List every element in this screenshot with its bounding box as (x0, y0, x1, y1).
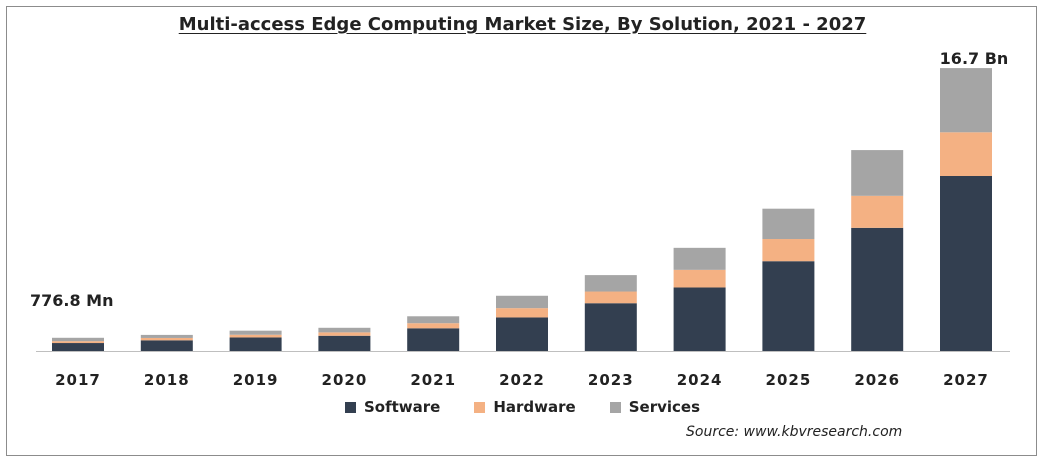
source-note: Source: www.kbvresearch.com (686, 424, 903, 440)
bar-hardware-2026 (851, 195, 904, 228)
bar-services-2027 (940, 68, 992, 133)
bar-software-2022 (496, 317, 548, 351)
bar-services-2021 (407, 316, 460, 324)
bar-services-2026 (851, 150, 904, 196)
annotation-2027: 16.7 Bn (940, 49, 1009, 68)
bar-software-2020 (318, 335, 371, 351)
chart-title-text: Multi-access Edge Computing Market Size,… (178, 14, 867, 35)
bar-hardware-2020 (318, 332, 371, 336)
bar-hardware-2027 (940, 132, 992, 176)
legend-item-hardware: Hardware (474, 398, 576, 416)
bar-software-2025 (762, 261, 815, 351)
bar-hardware-2018 (140, 337, 193, 341)
annotations: 776.8 Mn 16.7 Bn (30, 49, 1008, 310)
bar-hardware-2025 (762, 239, 815, 262)
legend: Software Hardware Services (0, 398, 1045, 416)
x-tick-2024: 2024 (677, 371, 723, 389)
bar-services-2024 (673, 247, 726, 270)
annotation-2017: 776.8 Mn (30, 291, 114, 310)
x-tick-2018: 2018 (144, 371, 190, 389)
bar-software-2021 (407, 328, 460, 351)
x-tick-2021: 2021 (410, 371, 456, 389)
bar-software-2017 (52, 343, 104, 351)
legend-swatch-software (344, 401, 356, 413)
bars-layer (52, 68, 992, 351)
bar-hardware-2019 (229, 334, 282, 338)
bar-hardware-2022 (496, 308, 548, 318)
legend-swatch-hardware (474, 401, 486, 413)
x-tick-2027: 2027 (943, 371, 989, 389)
bar-software-2023 (584, 303, 637, 351)
bar-hardware-2023 (584, 291, 637, 304)
legend-label-hardware: Hardware (493, 398, 576, 416)
x-tick-2025: 2025 (766, 371, 812, 389)
legend-label-services: Services (628, 398, 701, 416)
bar-services-2020 (318, 327, 371, 333)
bar-software-2024 (673, 287, 726, 351)
bar-software-2026 (851, 227, 904, 351)
bar-hardware-2021 (407, 323, 460, 329)
chart-title: Multi-access Edge Computing Market Size,… (0, 14, 1045, 35)
x-tick-2020: 2020 (322, 371, 368, 389)
legend-item-software: Software (344, 398, 441, 416)
x-tick-2017: 2017 (55, 371, 101, 389)
legend-label-software: Software (363, 398, 441, 416)
legend-swatch-services (609, 401, 621, 413)
bar-services-2018 (140, 334, 193, 338)
bar-services-2019 (229, 330, 282, 335)
x-tick-2026: 2026 (854, 371, 900, 389)
x-tick-2019: 2019 (233, 371, 279, 389)
x-tick-labels: 2017 2018 2019 2020 2021 2022 2023 2024 2025 2026… (55, 371, 989, 389)
bar-services-2017 (52, 337, 104, 342)
bar-hardware-2024 (673, 269, 726, 288)
bar-software-2027 (940, 175, 992, 351)
bar-services-2025 (762, 208, 815, 240)
bar-software-2018 (140, 340, 193, 351)
legend-item-services: Services (609, 398, 701, 416)
x-tick-2022: 2022 (499, 371, 545, 389)
bar-services-2022 (496, 295, 548, 309)
x-tick-2023: 2023 (588, 371, 634, 389)
bar-services-2023 (584, 275, 637, 292)
bar-hardware-2017 (52, 341, 104, 344)
bar-software-2019 (229, 337, 282, 351)
